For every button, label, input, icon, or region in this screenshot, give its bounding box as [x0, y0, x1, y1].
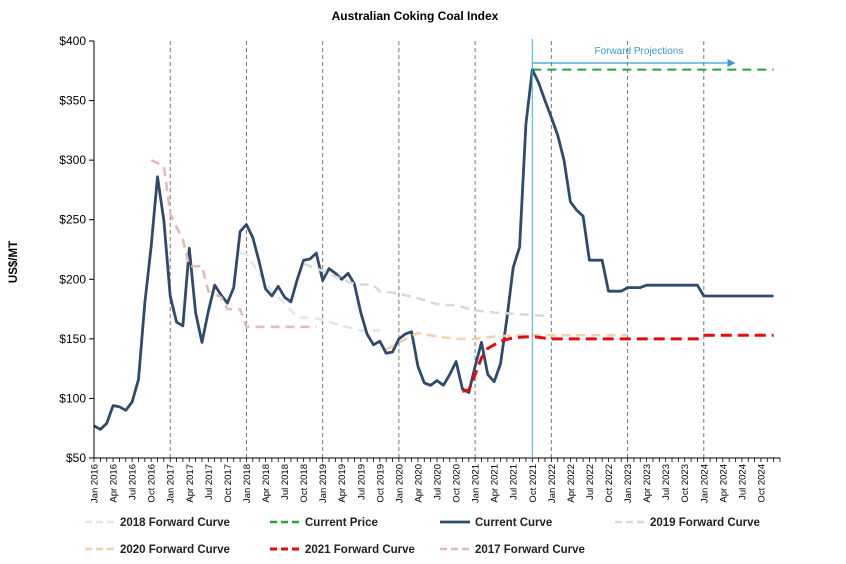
series-line-2020-forward-curve	[385, 331, 628, 351]
x-tick-label: Jan 2020	[394, 464, 405, 503]
y-tick-label: $50	[66, 451, 86, 465]
series-line-2017-forward-curve	[150, 158, 317, 329]
x-tick-label: Oct 2017	[223, 464, 234, 503]
x-tick-label: Apr 2018	[261, 464, 272, 503]
y-tick-label: $300	[59, 153, 86, 167]
x-tick-label: Apr 2016	[109, 464, 120, 503]
y-tick-label: $200	[59, 272, 86, 286]
x-tick-label: Jul 2022	[585, 464, 596, 500]
x-tick-label: Apr 2022	[566, 464, 577, 503]
legend: 2018 Forward Curve Current Price Current C…	[85, 517, 760, 556]
x-tick-label: Oct 2019	[375, 464, 386, 503]
legend-label: Current Price	[305, 517, 378, 529]
x-tick-label: Jan 2024	[699, 464, 710, 503]
legend-label: 2018 Forward Curve	[120, 517, 230, 529]
x-tick-label: Jan 2021	[471, 464, 482, 503]
legend-label: Current Curve	[475, 517, 552, 529]
legend-label: 2017 Forward Curve	[475, 544, 585, 556]
projection-label: Forward Projections	[594, 46, 683, 57]
x-tick-label: Jul 2019	[356, 464, 367, 500]
x-tick-label: Oct 2021	[528, 464, 539, 503]
x-tick-label: Jan 2022	[547, 464, 558, 503]
series-lines	[93, 68, 774, 431]
y-tick-label: $100	[59, 391, 86, 405]
y-tick-label: $150	[59, 332, 86, 346]
y-axis-label: US$/MT	[8, 241, 20, 283]
x-tick-label: Apr 2019	[337, 464, 348, 503]
annotation: Forward Projections	[531, 39, 736, 458]
legend-label: 2019 Forward Curve	[650, 517, 760, 529]
y-tick-label: $350	[59, 94, 86, 108]
y-tick-label: $400	[59, 34, 86, 48]
x-tick-label: Apr 2020	[413, 464, 424, 503]
chart-title: Australian Coking Coal Index	[332, 9, 499, 23]
x-tick-label: Oct 2018	[299, 464, 310, 503]
x-tick-label: Jan 2018	[242, 464, 253, 503]
legend-label: 2021 Forward Curve	[305, 544, 415, 556]
x-tick-label: Jan 2016	[90, 464, 101, 503]
x-tick-label: Apr 2017	[185, 464, 196, 503]
x-tick-label: Jul 2016	[128, 464, 139, 500]
series-line-2021-forward-curve	[462, 333, 774, 393]
x-tick-label: Jul 2020	[433, 464, 444, 500]
x-tick-label: Jan 2017	[166, 464, 177, 503]
x-tick-label: Jul 2017	[204, 464, 215, 500]
x-tick-label: Jul 2024	[737, 464, 748, 500]
legend-label: 2020 Forward Curve	[120, 544, 230, 556]
x-tick-label: Oct 2016	[147, 464, 158, 503]
x-tick-label: Oct 2023	[680, 464, 691, 503]
x-tick-label: Jul 2018	[280, 464, 291, 500]
series-line-2018-forward-curve	[239, 251, 380, 332]
x-tick-label: Apr 2021	[490, 464, 501, 503]
projection-arrow-head	[727, 59, 736, 67]
series-line-2019-forward-curve	[303, 262, 552, 318]
x-tick-label: Jan 2023	[623, 464, 634, 503]
x-tick-label: Jul 2023	[661, 464, 672, 500]
x-tick-label: Oct 2020	[452, 464, 463, 503]
x-tick-label: Oct 2024	[756, 464, 767, 503]
y-tick-label: $250	[59, 213, 86, 227]
x-tick-label: Apr 2024	[718, 464, 729, 503]
x-tick-label: Apr 2023	[642, 464, 653, 503]
x-tick-label: Oct 2022	[604, 464, 615, 503]
x-tick-label: Jan 2019	[318, 464, 329, 503]
axes: $50 $100 $150 $200 $250 $300 $350 $400 Jan 2016 A…	[59, 34, 781, 503]
x-tick-label: Jul 2021	[509, 464, 520, 500]
